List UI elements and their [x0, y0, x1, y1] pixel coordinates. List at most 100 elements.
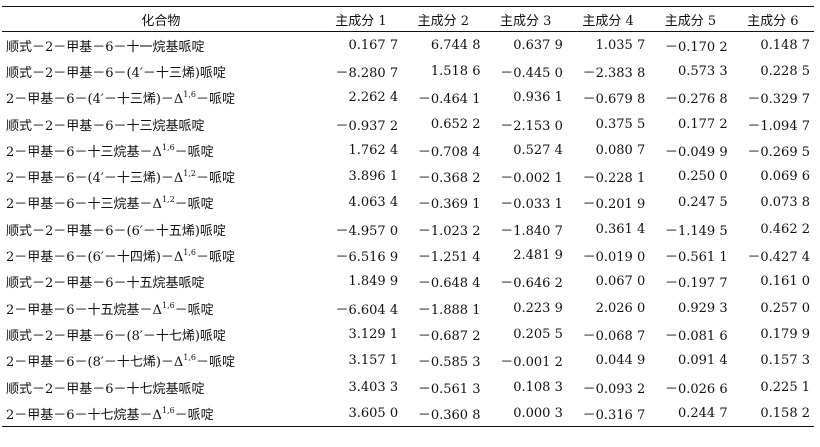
table-row: 2－甲基－6－十三烷基－Δ1,6－哌啶 1.762 4 －0.708 4 0.527 … [2, 137, 814, 163]
header-pc2: 主成分 2 [402, 6, 485, 32]
pc5-value-cell: －0.197 7 [664, 276, 728, 292]
pc1-value-cell: 1.849 9 [348, 274, 399, 290]
pc4-value-cell: 1.035 7 [595, 37, 646, 53]
pc3-value-cell: 0.527 4 [513, 142, 563, 158]
pc3-value-cell: －0.001 2 [500, 355, 563, 371]
pc4-value-cell: 2.026 0 [595, 300, 646, 316]
compound-name-cell: 2－甲基－6－十七烷基－Δ1,6－哌啶 [2, 400, 320, 428]
delta-superscript: 1,2 [161, 195, 175, 205]
table-row: 顺式－2－甲基－6－十三烷基哌啶 －0.937 2 0.652 2 －2.153 0 0… [2, 111, 814, 137]
table-row: 2－甲基－6－(4′－十三烯)－Δ1,6－哌啶 2.262 4 －0.464 1 0.… [2, 85, 814, 111]
compound-name-cell: 2－甲基－6－十三烷基－Δ1,2－哌啶 [2, 190, 320, 216]
pc6-value-cell: 0.073 8 [760, 195, 810, 211]
header-compound: 化合物 [2, 6, 320, 32]
compound-name: 2－甲基－6－(4′－十三烯)－Δ [6, 92, 184, 108]
table-body: 顺式－2－甲基－6－十一烷基哌啶 0.167 7 6.744 8 0.637 9 1.0… [2, 32, 814, 428]
pc4-value-cell: －0.019 0 [582, 250, 646, 266]
compound-name: 顺式－2－甲基－6－十三烷基哌啶 [6, 118, 205, 134]
pc6-value-cell: －1.094 7 [747, 118, 810, 134]
table-row: 2－甲基－6－十三烷基－Δ1,2－哌啶 4.063 4 －0.369 1 －0.033… [2, 190, 814, 216]
table-row: 2－甲基－6－(4′－十三烯)－Δ1,2－哌啶 3.896 1 －0.368 2 －0… [2, 163, 814, 189]
pc5-value-cell: －0.561 1 [664, 250, 728, 266]
table-row: 2－甲基－6－(8′－十七烯)－Δ1,6－哌啶 3.157 1 －0.585 3 －0… [2, 348, 814, 374]
compound-name: 2－甲基－6－十七烷基－Δ [6, 407, 162, 423]
pc4-value-cell: 0.375 5 [595, 116, 646, 132]
pc6-value-cell: 0.157 3 [760, 353, 810, 369]
header-pc1: 主成分 1 [319, 6, 403, 32]
pc2-value-cell: －0.464 1 [417, 92, 481, 108]
pc6-value-cell: －0.329 7 [747, 92, 810, 108]
compound-name: 2－甲基－6－(8′－十七烯)－Δ [6, 355, 184, 371]
compound-name: 2－甲基－6－十三烷基－Δ [6, 197, 162, 213]
pc5-value-cell: 0.244 7 [649, 400, 732, 428]
compound-name-cell: 顺式－2－甲基－6－(8′－十七烯)哌啶 [2, 321, 320, 347]
pc5-value-cell: －0.170 2 [664, 39, 728, 55]
table-row: 顺式－2－甲基－6－十五烷基哌啶 1.849 9 －0.648 4 －0.646 2 0… [2, 269, 814, 295]
compound-name-cell: 2－甲基－6－(4′－十三烯)－Δ1,2－哌啶 [2, 163, 320, 189]
header-pc5: 主成分 5 [649, 6, 732, 32]
compound-name-suffix: －哌啶 [174, 407, 214, 423]
pc5-value-cell: －0.026 6 [664, 381, 728, 397]
pc2-value-cell: －1.023 2 [417, 223, 481, 239]
pc3-value-cell: －0.033 1 [500, 197, 563, 213]
pc3-value-cell: 0.108 3 [513, 379, 563, 395]
pc5-value-cell: 0.177 2 [677, 116, 728, 132]
pc3-value-cell: －0.646 2 [500, 276, 563, 292]
delta-superscript: 1,6 [183, 248, 197, 258]
pc5-value-cell: 0.929 3 [677, 300, 728, 316]
compound-name-suffix: －哌啶 [174, 144, 214, 160]
header-pc3: 主成分 3 [484, 6, 567, 32]
pc4-value-cell: 0.044 9 [595, 353, 646, 369]
delta-superscript: 1,2 [183, 169, 197, 179]
pc1-value-cell: 0.167 7 [348, 37, 399, 53]
compound-name-suffix: －哌啶 [196, 171, 236, 187]
compound-name: 顺式－2－甲基－6－(6′－十五烯)哌啶 [6, 223, 226, 239]
pc2-value-cell: －0.687 2 [417, 328, 481, 344]
delta-superscript: 1,6 [161, 300, 175, 310]
pc6-value-cell: －0.427 4 [747, 250, 810, 266]
pc1-value-cell: 3.403 3 [348, 379, 399, 395]
pc2-value-cell: －1.251 4 [417, 250, 481, 266]
pc3-value-cell: 2.481 9 [513, 248, 563, 264]
compound-name: 顺式－2－甲基－6－(8′－十七烯)哌啶 [6, 328, 226, 344]
pc1-value-cell: 3.605 0 [319, 400, 403, 428]
pc4-value-cell: －0.093 2 [582, 381, 646, 397]
pc1-value-cell: 3.129 1 [348, 326, 399, 342]
compound-name-suffix: －哌啶 [196, 250, 236, 266]
compound-name: 顺式－2－甲基－6－十一烷基哌啶 [6, 39, 205, 55]
pc2-value-cell: －0.648 4 [417, 276, 481, 292]
compound-name-cell: 2－甲基－6－十五烷基－Δ1,6－哌啶 [2, 295, 320, 321]
pc5-value-cell: 0.250 0 [677, 169, 728, 185]
compound-name-cell: 2－甲基－6－(6′－十四烯)－Δ1,6－哌啶 [2, 242, 320, 268]
compound-name: 2－甲基－6－(6′－十四烯)－Δ [6, 250, 184, 266]
pc1-value-cell: 2.262 4 [348, 90, 399, 106]
pc6-value-cell: 0.257 0 [760, 300, 810, 316]
pc1-value-cell: 1.762 4 [348, 142, 399, 158]
header-pc4: 主成分 4 [566, 6, 650, 32]
pc2-value-cell: －0.360 8 [402, 400, 485, 428]
table-row: 2－甲基－6－十七烷基－Δ1,6－哌啶 3.605 0 －0.360 8 0.000 … [2, 400, 814, 428]
pc3-value-cell: －2.153 0 [500, 118, 563, 134]
pc3-value-cell: 0.223 9 [513, 300, 563, 316]
pc6-value-cell: 0.158 2 [731, 400, 814, 428]
pc4-value-cell: 0.080 7 [595, 142, 646, 158]
table-header: 化合物 主成分 1 主成分 2 主成分 3 主成分 4 主成分 5 主成分 6 [2, 6, 814, 32]
header-row: 化合物 主成分 1 主成分 2 主成分 3 主成分 4 主成分 5 主成分 6 [2, 6, 814, 32]
compound-name-cell: 2－甲基－6－十三烷基－Δ1,6－哌啶 [2, 137, 320, 163]
compound-name-suffix: －哌啶 [196, 355, 236, 371]
pc3-value-cell: －0.002 1 [500, 171, 563, 187]
pc1-value-cell: －0.937 2 [335, 118, 399, 134]
pc1-value-cell: 3.896 1 [348, 169, 399, 185]
compound-name-cell: 顺式－2－甲基－6－十七烷基哌啶 [2, 374, 320, 400]
compound-name-suffix: －哌啶 [174, 302, 214, 318]
pc3-value-cell: －0.445 0 [500, 65, 563, 81]
pc6-value-cell: 0.228 5 [760, 63, 810, 79]
compound-name: 2－甲基－6－(4′－十三烯)－Δ [6, 171, 184, 187]
pca-scores-table: 化合物 主成分 1 主成分 2 主成分 3 主成分 4 主成分 5 主成分 6 … [2, 6, 814, 428]
compound-name-cell: 2－甲基－6－(8′－十七烯)－Δ1,6－哌啶 [2, 348, 320, 374]
pc4-value-cell: 0.361 4 [595, 221, 646, 237]
compound-name: 顺式－2－甲基－6－十七烷基哌啶 [6, 381, 205, 397]
pc5-value-cell: 0.573 3 [677, 63, 728, 79]
pc2-value-cell: －0.368 2 [417, 171, 481, 187]
